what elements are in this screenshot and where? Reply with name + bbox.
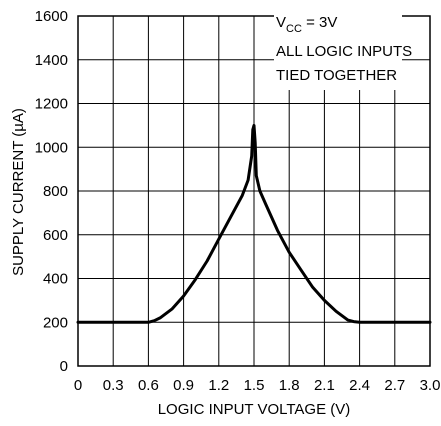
x-tick-label: 2.4: [349, 377, 370, 394]
x-tick-label: 0.6: [138, 377, 159, 394]
y-axis-label: SUPPLY CURRENT (µA): [10, 108, 27, 276]
x-tick-label: 0.3: [103, 377, 124, 394]
y-tick-label: 800: [43, 183, 68, 200]
y-tick-label: 400: [43, 271, 68, 288]
y-tick-label: 1000: [35, 139, 68, 156]
x-tick-labels: 0 0.3 0.6 0.9 1.2 1.5 1.8 2.1 2.4 2.7 3.0: [74, 377, 441, 394]
y-tick-label: 1400: [35, 52, 68, 69]
series-layer: [76, 123, 432, 324]
annotation-vcc-prefix: V: [276, 14, 286, 31]
y-tick-label: 600: [43, 227, 68, 244]
x-tick-label: 2.7: [384, 377, 405, 394]
annotation-box: VCC = 3V ALL LOGIC INPUTS TIED TOGETHER: [274, 4, 412, 90]
annotation-vcc-sub: CC: [286, 23, 302, 35]
plot-frame: [77, 15, 431, 367]
y-tick-label: 0: [60, 358, 68, 375]
x-tick-label: 3.0: [420, 377, 441, 394]
x-tick-label: 1.8: [279, 377, 300, 394]
y-tick-label: 1600: [35, 8, 68, 25]
x-tick-label: 0.9: [173, 377, 194, 394]
annotation-background: [274, 4, 402, 90]
annotation-line-3: TIED TOGETHER: [276, 67, 397, 84]
x-tick-label: 1.2: [208, 377, 229, 394]
annotation-line-2: ALL LOGIC INPUTS: [276, 43, 412, 60]
y-tick-label: 200: [43, 314, 68, 331]
x-tick-label: 2.1: [314, 377, 335, 394]
x-tick-label: 1.5: [244, 377, 265, 394]
y-tick-label: 1200: [35, 96, 68, 113]
annotation-vcc-rest: = 3V: [302, 14, 337, 31]
plot-border: [77, 15, 431, 367]
x-axis-label: LOGIC INPUT VOLTAGE (V): [158, 401, 351, 418]
annotation-vcc: VCC = 3V: [276, 14, 337, 35]
y-tick-labels: 0 200 400 600 800 1000 1200 1400 1600: [35, 8, 68, 375]
x-tick-label: 0: [74, 377, 82, 394]
series-line-0: [76, 123, 432, 324]
